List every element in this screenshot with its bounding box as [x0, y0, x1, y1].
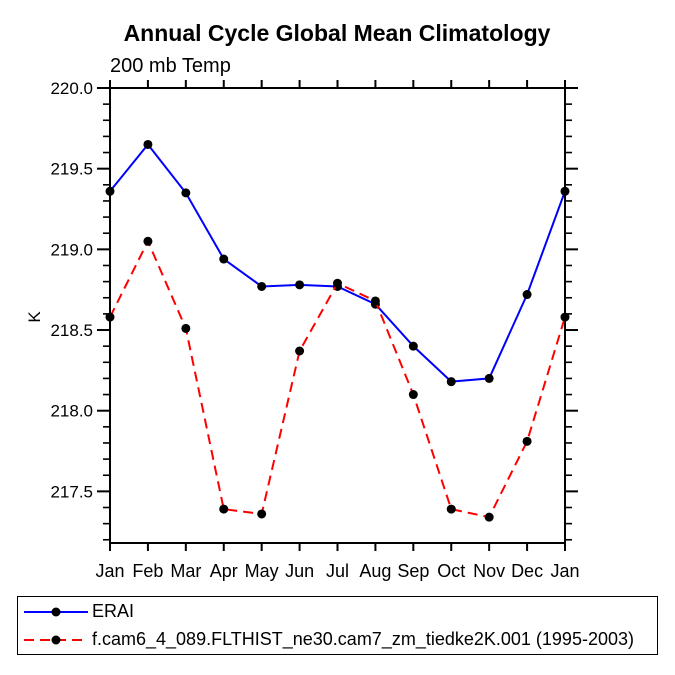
- x-tick-label: Feb: [132, 561, 163, 581]
- data-point-marker: [522, 436, 532, 446]
- data-point-marker: [257, 509, 267, 519]
- y-tick-label: 218.5: [50, 321, 93, 340]
- data-point-marker: [446, 377, 456, 387]
- data-point-marker: [143, 139, 153, 149]
- data-point-marker: [219, 254, 229, 264]
- data-point-marker: [446, 504, 456, 514]
- data-point-marker: [219, 504, 229, 514]
- data-point-marker: [484, 512, 494, 522]
- plot-area: Annual Cycle Global Mean Climatology 200…: [25, 20, 580, 581]
- x-tick-label: May: [245, 561, 279, 581]
- data-point-marker: [295, 346, 305, 356]
- x-tick-label: Nov: [473, 561, 505, 581]
- plot-frame: [109, 87, 566, 544]
- legend-marker-1: [51, 635, 61, 644]
- data-point-marker: [522, 290, 532, 300]
- data-point-marker: [105, 312, 115, 322]
- data-point-marker: [408, 341, 418, 351]
- legend-label-erai: ERAI: [92, 601, 135, 621]
- data-point-marker: [295, 280, 305, 290]
- y-axis-label: K: [25, 311, 44, 323]
- y-tick-label: 220.0: [50, 79, 93, 98]
- data-point-marker: [181, 323, 191, 333]
- x-tick-label: Jun: [285, 561, 314, 581]
- legend-item-erai: ERAI: [22, 598, 657, 625]
- x-tick-label: Aug: [359, 561, 391, 581]
- x-tick-label: Dec: [511, 561, 543, 581]
- data-point-marker: [257, 281, 267, 291]
- data-point-marker: [105, 186, 115, 196]
- series-line-0: [109, 142, 566, 383]
- chart-subtitle: 200 mb Temp: [110, 55, 231, 77]
- data-point-marker: [333, 278, 342, 288]
- data-point-marker: [560, 312, 570, 322]
- legend-marker-0: [51, 607, 61, 616]
- data-point-marker: [408, 390, 418, 400]
- legend-item-model: f.cam6_4_089.FLTHIST_ne30.cam7_zm_tiedke…: [22, 626, 657, 653]
- legend-label-model: f.cam6_4_089.FLTHIST_ne30.cam7_zm_tiedke…: [92, 629, 634, 649]
- data-point-marker: [181, 188, 191, 198]
- x-tick-label: Jan: [550, 561, 579, 581]
- y-tick-label: 218.0: [50, 402, 93, 421]
- x-tick-label: Jan: [95, 561, 124, 581]
- chart-title: Annual Cycle Global Mean Climatology: [124, 20, 551, 46]
- data-series: [105, 139, 570, 522]
- data-point-marker: [560, 186, 570, 196]
- data-point-marker: [370, 296, 380, 306]
- x-tick-label: Mar: [170, 561, 201, 581]
- y-tick-label: 217.5: [50, 482, 93, 501]
- erai-line-sample-icon: [24, 607, 88, 616]
- model-line-sample-icon: [24, 635, 88, 644]
- data-point-marker: [484, 373, 494, 383]
- data-point-marker: [143, 236, 153, 246]
- legend: ERAI f.cam6_4_089.FLTHIST_ne30.cam7_zm_t…: [17, 596, 658, 655]
- y-tick-label: 219.0: [50, 240, 93, 259]
- x-tick-label: Jul: [326, 561, 349, 581]
- x-tick-label: Apr: [210, 561, 238, 581]
- x-tick-label: Oct: [437, 561, 465, 581]
- y-tick-label: 219.5: [50, 160, 93, 179]
- axes-frame: Jan Feb Mar Apr May Jun Jul Aug Sep Oct Nov Dec Jan 2…: [50, 79, 579, 581]
- x-tick-label: Sep: [397, 561, 429, 581]
